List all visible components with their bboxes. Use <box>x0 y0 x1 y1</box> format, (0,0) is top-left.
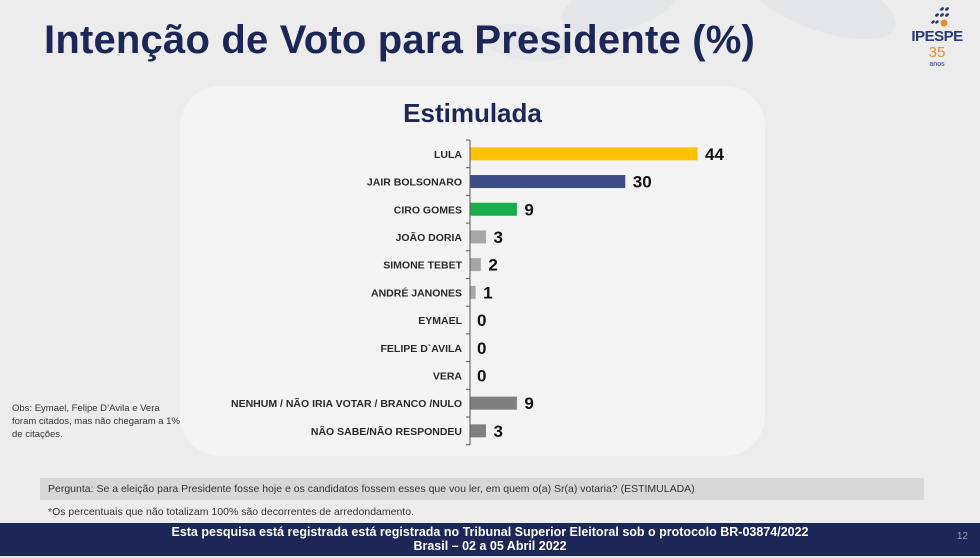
bar <box>470 258 481 272</box>
category-label: EYMAEL <box>418 315 462 327</box>
category-label: JOÃO DORIA <box>395 231 462 244</box>
footer-bar: Esta pesquisa está registrada está regis… <box>0 523 980 556</box>
value-label: 30 <box>633 173 652 192</box>
bar <box>470 202 517 216</box>
bar <box>470 147 698 161</box>
value-label: 1 <box>483 283 492 302</box>
page-number: 12 <box>956 531 968 542</box>
category-label: NÃO SABE/NÃO RESPONDEU <box>311 425 462 438</box>
value-label: 44 <box>705 145 724 164</box>
observation-note: Obs: Eymael, Felipe D’Avila e Vera foram… <box>12 403 180 440</box>
value-label: 0 <box>477 311 486 330</box>
value-label: 0 <box>477 366 486 385</box>
bar <box>470 175 626 189</box>
logo-dots-icon <box>931 7 949 27</box>
category-label: FELIPE D`AVILA <box>381 343 463 355</box>
footer-date: Brasil – 02 a 05 Abril 2022 <box>413 539 567 553</box>
value-label: 0 <box>477 339 486 358</box>
logo-brand: IPESPE <box>911 28 963 45</box>
value-label: 2 <box>488 256 497 275</box>
chart-title: Estimulada <box>403 98 542 128</box>
value-label: 9 <box>524 394 533 413</box>
rounding-note: *Os percentuais que não totalizam 100% s… <box>48 506 414 518</box>
category-label: CIRO GOMES <box>394 204 462 216</box>
logo-number: 35 <box>928 44 946 61</box>
logo-suffix: anos <box>929 61 945 68</box>
category-label: ANDRÉ JANONES <box>371 286 462 299</box>
question-box: Pergunta: Se a eleição para Presidente f… <box>40 478 924 500</box>
category-label: NENHUM / NÃO IRIA VOTAR / BRANCO /NULO <box>231 397 462 410</box>
category-label: LULA <box>434 149 462 161</box>
value-label: 3 <box>493 422 502 441</box>
bar <box>470 396 517 410</box>
value-label: 3 <box>493 228 502 247</box>
bar <box>470 230 486 244</box>
page-title: Intenção de Voto para Presidente (%) <box>44 18 756 62</box>
category-label: SIMONE TEBET <box>383 260 462 272</box>
category-label: JAIR BOLSONARO <box>367 177 462 189</box>
footer-registration: Esta pesquisa está registrada está regis… <box>171 525 809 539</box>
value-label: 9 <box>524 200 533 219</box>
ipespe-logo: IPESPE 35 anos <box>906 6 968 76</box>
bar <box>470 285 476 299</box>
bar <box>470 424 486 438</box>
category-label: VERA <box>433 370 463 382</box>
